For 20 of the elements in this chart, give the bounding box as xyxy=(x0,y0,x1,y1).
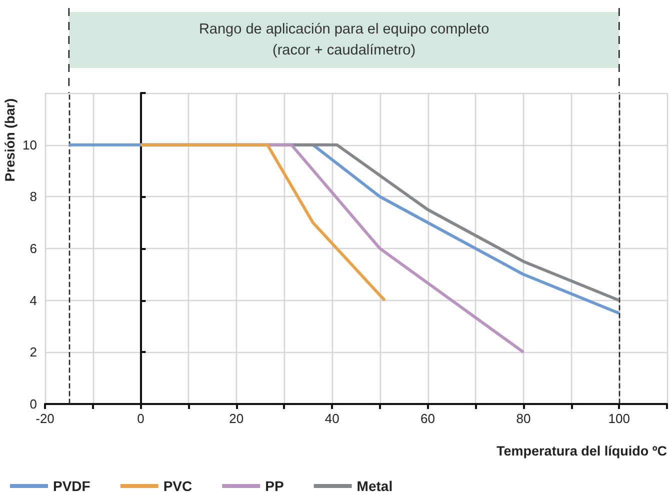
legend-label: PVDF xyxy=(53,478,91,494)
x-tick-label: 80 xyxy=(516,411,531,426)
x-tick-label: 40 xyxy=(324,411,340,426)
y-tick-label: 0 xyxy=(30,396,37,412)
legend-label: Metal xyxy=(356,478,393,494)
x-axis-title: Temperatura del líquido ºC xyxy=(496,444,668,458)
x-tick-label: 60 xyxy=(420,411,436,426)
y-tick-label: 10 xyxy=(22,137,37,152)
x-tick-label: 100 xyxy=(608,411,630,426)
x-tick-label: 0 xyxy=(137,411,144,426)
y-tick-label: 4 xyxy=(30,292,37,308)
legend-label: PVC xyxy=(163,478,192,494)
y-tick-label: 8 xyxy=(30,189,37,204)
y-axis-title: Presión (bar) xyxy=(2,98,18,182)
text: Rango de aplicación para el equipo completo (racor + caudalímetro) xyxy=(198,22,490,58)
y-tick-label: 2 xyxy=(30,344,37,360)
legend-label: PP xyxy=(265,478,284,494)
x-tick-label: 20 xyxy=(229,411,244,426)
x-tick-label: -20 xyxy=(36,411,54,426)
y-tick-label: 6 xyxy=(30,241,37,256)
